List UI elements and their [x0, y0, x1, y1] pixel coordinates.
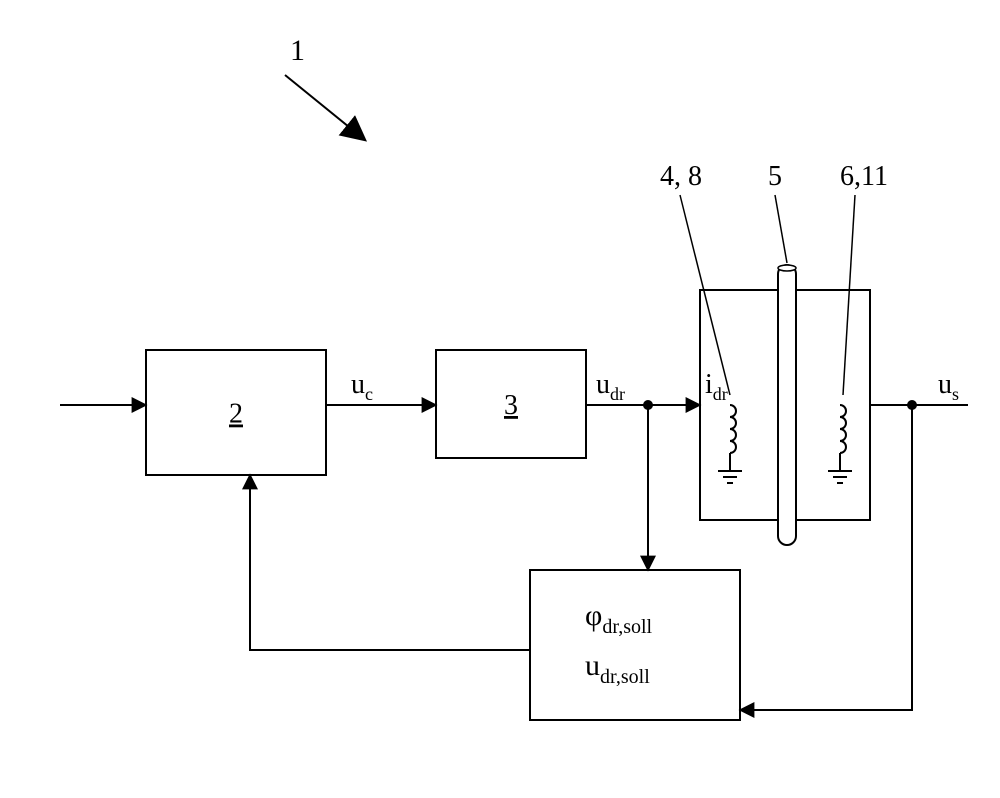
label-phi-soll: φdr,soll [585, 599, 653, 638]
rod [778, 265, 796, 545]
block-2-label: 2 [229, 399, 243, 430]
pointer-1 [285, 75, 365, 140]
coil-right [840, 405, 846, 453]
block-3-label: 3 [504, 390, 518, 421]
label-4-8: 4, 8 [660, 161, 702, 192]
rod-cap [778, 265, 796, 271]
wire-feedback-return [250, 475, 530, 650]
leader-6-11 [843, 195, 855, 395]
label-u-soll: udr,soll [585, 649, 650, 688]
wire-us-feedback [740, 405, 912, 710]
label-5: 5 [768, 161, 782, 192]
leader-4-8 [680, 195, 730, 395]
label-udr: udr [596, 369, 625, 404]
feedback-block [530, 570, 740, 720]
label-1: 1 [290, 34, 305, 67]
label-us: us [938, 369, 959, 404]
label-6-11: 6,11 [840, 161, 888, 192]
label-uc: uc [351, 369, 373, 404]
coil-left [730, 405, 736, 453]
leader-5 [775, 195, 787, 263]
